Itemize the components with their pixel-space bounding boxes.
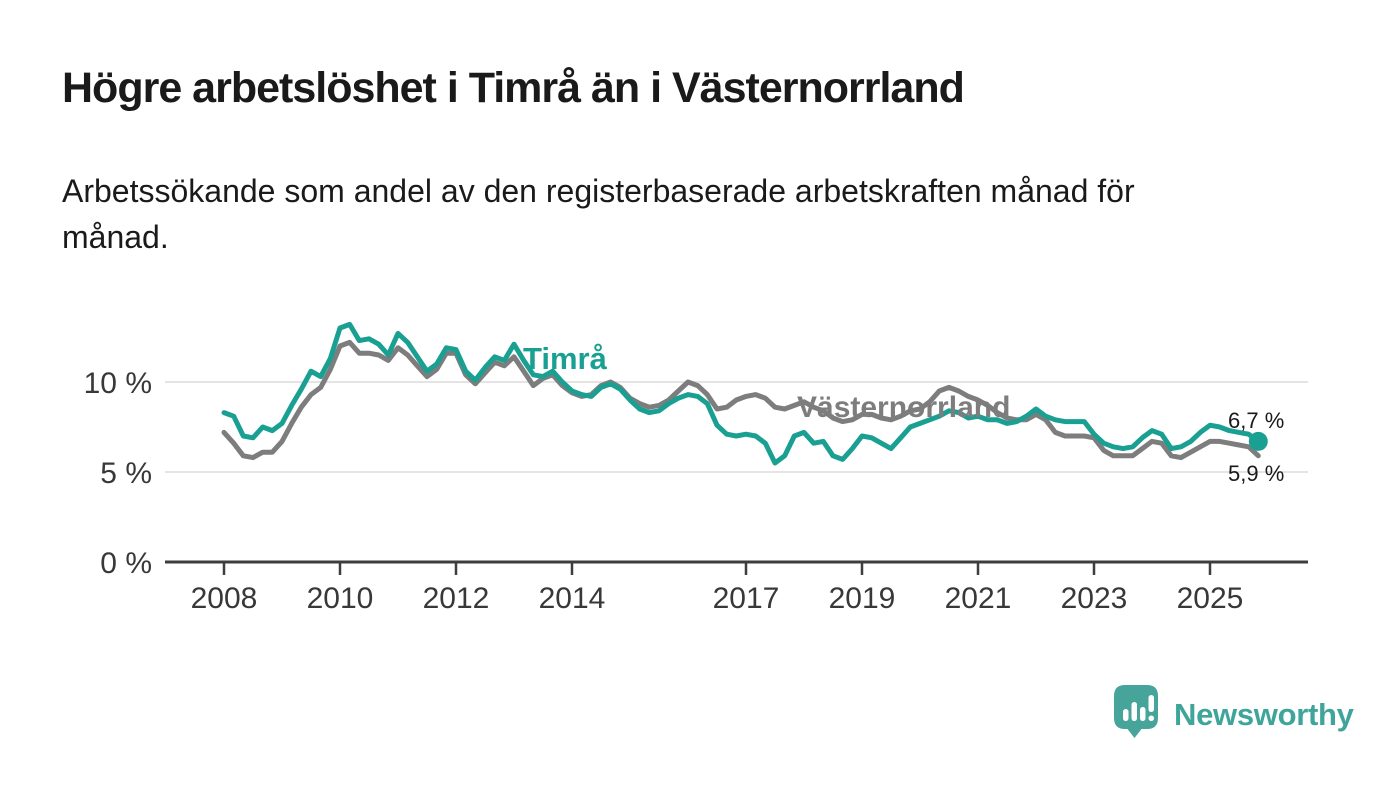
y-tick-label-0-percent: 0 % — [100, 547, 152, 580]
exclamation-dot — [1148, 715, 1154, 721]
end-value-label-vasternorrland: 5,9 % — [1228, 461, 1284, 486]
x-axis — [165, 560, 1308, 575]
gridlines — [165, 381, 1308, 473]
x-tick-label-2025: 2025 — [1177, 582, 1244, 615]
series-line-västernorrland — [221, 339, 1261, 461]
series-lines — [221, 321, 1268, 466]
x-tick-label-2008: 2008 — [191, 582, 258, 615]
series-end-marker-timrå — [1248, 431, 1268, 451]
bar-1 — [1123, 709, 1129, 721]
series-label-timra: Timrå — [523, 341, 608, 376]
end-value-label-timra: 6,7 % — [1228, 408, 1284, 433]
x-tick-label-2023: 2023 — [1061, 582, 1128, 615]
x-tick-label-2021: 2021 — [945, 582, 1012, 615]
chart-subtitle-line-1: Arbetssökande som andel av den registerb… — [62, 173, 1135, 209]
newsworthy-logo-icon — [1114, 685, 1158, 738]
exclamation-bar — [1148, 695, 1154, 712]
newsworthy-logo: Newsworthy — [1113, 684, 1354, 746]
x-tick-label-2012: 2012 — [423, 582, 490, 615]
chart-subtitle-line-2: månad. — [62, 219, 169, 255]
x-tick-label-2010: 2010 — [307, 582, 374, 615]
bar-3 — [1140, 707, 1146, 721]
page-title: Högre arbetslöshet i Timrå än i Västerno… — [62, 64, 965, 112]
x-tick-label-2014: 2014 — [539, 582, 606, 615]
y-tick-label-5-percent: 5 % — [100, 457, 152, 490]
series-label-vasternorrland: Västernorrland — [797, 391, 1010, 424]
chart-subtitle: Arbetssökande som andel av den registerb… — [62, 168, 1135, 260]
newsworthy-logo-text: Newsworthy — [1174, 697, 1354, 732]
x-tick-label-2017: 2017 — [713, 582, 780, 615]
x-tick-label-2019: 2019 — [829, 582, 896, 615]
x-axis-labels: 2008 2010 2012 2014 2017 2019 2021 2023 2025 — [191, 582, 1244, 615]
series-line-timrå — [221, 321, 1261, 466]
bar-2 — [1131, 702, 1137, 721]
y-tick-label-10-percent: 10 % — [84, 367, 152, 400]
y-axis-labels: 0 % 5 % 10 % — [84, 367, 152, 580]
